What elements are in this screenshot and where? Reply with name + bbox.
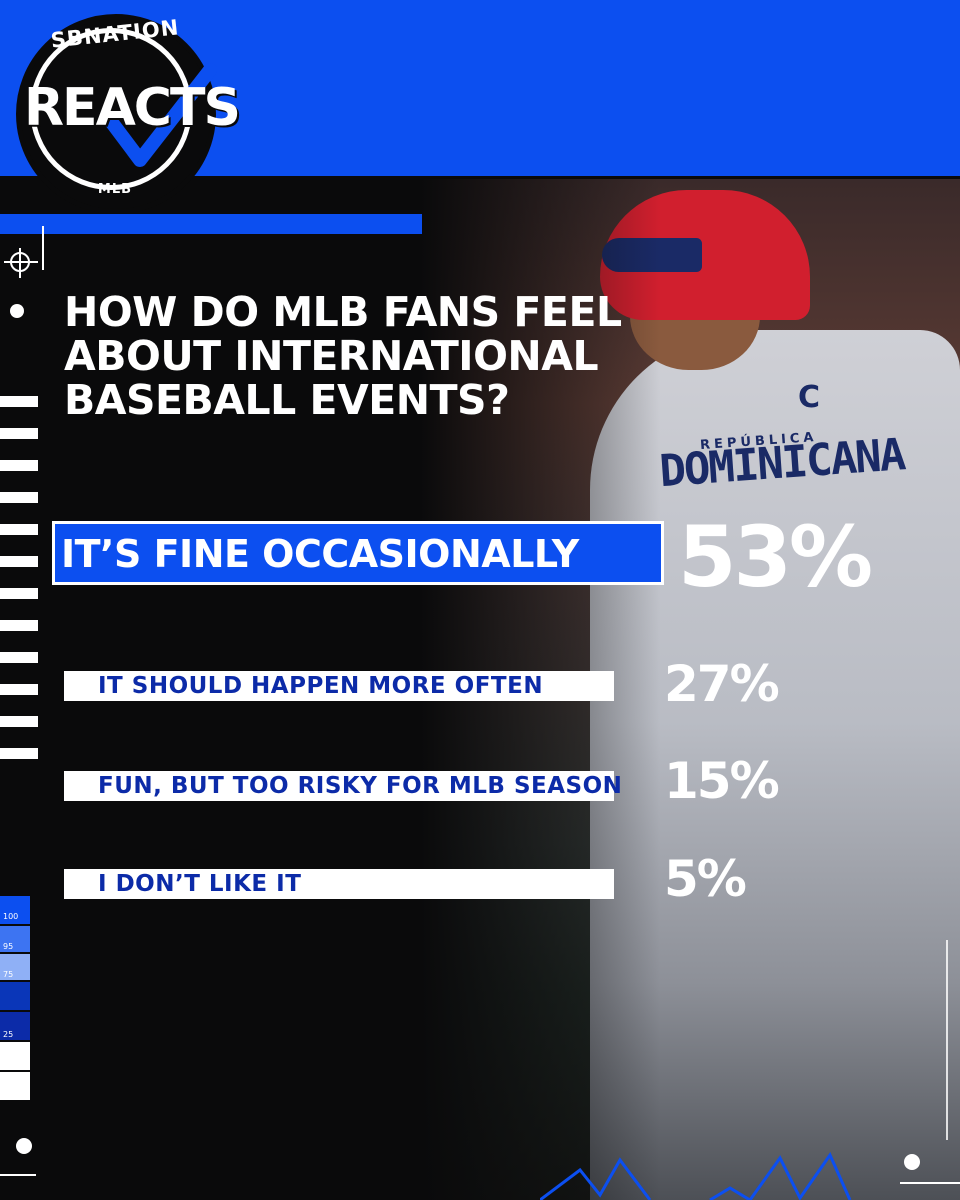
scale-swatch	[0, 926, 30, 952]
scale-swatch	[0, 896, 30, 924]
divider-line	[946, 940, 948, 1140]
stripe	[0, 556, 38, 567]
dot-icon	[904, 1154, 920, 1170]
poll-option: IT SHOULD HAPPEN MORE OFTEN	[64, 671, 614, 701]
poll-option-percent: 27%	[664, 655, 780, 713]
divider-line	[42, 226, 44, 270]
divider-line	[900, 1182, 960, 1184]
poll-option-label: FUN, BUT TOO RISKY FOR MLB SEASON	[98, 773, 623, 799]
stripe	[0, 460, 38, 471]
jersey-text: DOMINICANA	[657, 429, 906, 498]
poll-option: I DON’T LIKE IT	[64, 869, 614, 899]
stripe	[0, 396, 38, 407]
scale-label: 75	[3, 970, 14, 979]
poll-option-label: IT SHOULD HAPPEN MORE OFTEN	[98, 673, 544, 699]
stripe	[0, 492, 38, 503]
scale-swatch	[0, 1042, 30, 1070]
divider-line	[0, 1174, 36, 1176]
stripe	[0, 524, 38, 535]
poll-question: HOW DO MLB FANS FEEL ABOUT INTERNATIONAL…	[64, 288, 622, 424]
poll-option-percent: 15%	[664, 752, 780, 810]
scale-label: 100	[3, 912, 19, 921]
scale-label: 95	[3, 942, 14, 951]
stripe	[0, 620, 38, 631]
scale-swatch	[0, 982, 30, 1010]
scale-swatch	[0, 1072, 30, 1100]
logo-ring	[30, 28, 192, 190]
scale-swatch	[0, 954, 30, 980]
stripe	[0, 716, 38, 727]
scale-label: 25	[3, 1030, 14, 1039]
checkmark-icon	[103, 63, 217, 167]
stripe	[0, 588, 38, 599]
poll-option-percent: 53%	[678, 508, 873, 606]
stripe	[0, 684, 38, 695]
stripe	[0, 748, 38, 759]
dot-icon	[10, 304, 24, 318]
crosshair-icon	[4, 248, 38, 278]
logo-bottom-text: MLB	[97, 182, 133, 197]
jersey-captain-letter: C	[798, 380, 821, 415]
poll-option-label: IT’S FINE OCCASIONALLY	[61, 532, 579, 576]
logo-main-text: REACTS	[24, 78, 241, 138]
poll-option: FUN, BUT TOO RISKY FOR MLB SEASON	[64, 771, 622, 801]
dot-icon	[16, 1138, 32, 1154]
zigzag-decoration	[540, 1151, 852, 1200]
scale-swatch	[0, 1012, 30, 1040]
stripe	[0, 428, 38, 439]
poll-option-label: I DON’T LIKE IT	[98, 871, 302, 897]
poll-option-top: IT’S FINE OCCASIONALLY	[52, 521, 664, 585]
stripe	[0, 652, 38, 663]
poll-option-percent: 5%	[664, 850, 747, 908]
accent-bar	[0, 214, 422, 234]
